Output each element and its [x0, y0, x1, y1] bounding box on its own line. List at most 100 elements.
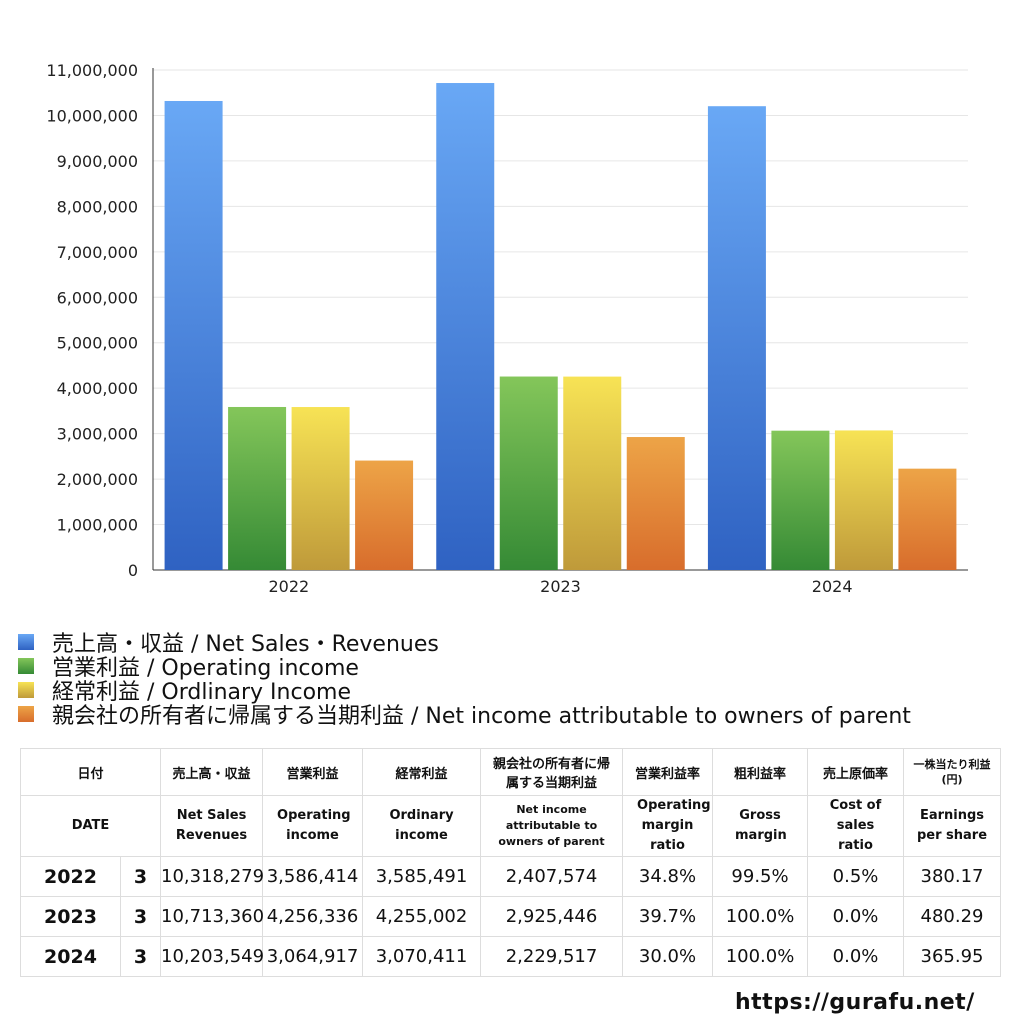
header-eps-en: Earnings per share	[903, 795, 1002, 857]
y-tick-label: 3,000,000	[57, 425, 138, 444]
legend: 売上高・収益 / Net Sales・Revenues 営業利益 / Opera…	[18, 630, 1018, 729]
cell-gross-margin: 99.5%	[712, 856, 809, 897]
bar-2022-series-2	[291, 407, 350, 570]
header-eps-ja: 一株当たり利益(円)	[903, 748, 1002, 796]
x-axis: 2022 2023 2024	[268, 577, 852, 596]
bar-2024-series-1	[771, 430, 830, 570]
legend-label: 経常利益 / Ordlinary Income	[52, 680, 351, 705]
cell-ordinary-income: 3,585,491	[362, 856, 482, 897]
cell-cost-ratio: 0.5%	[807, 856, 905, 897]
cell-eps: 380.17	[903, 856, 1002, 897]
y-tick-label: 6,000,000	[57, 288, 138, 307]
cell-net-income: 2,925,446	[480, 896, 624, 937]
cell-month: 3	[119, 936, 162, 977]
x-tick-label: 2022	[268, 577, 309, 596]
bars	[164, 83, 957, 571]
cell-operating-margin: 39.7%	[622, 896, 714, 937]
legend-swatch-yellow	[18, 682, 34, 698]
cell-net-sales: 10,203,549	[160, 936, 264, 977]
header-net-income-ja: 親会社の所有者に帰属する当期利益	[480, 748, 624, 796]
legend-swatch-green	[18, 658, 34, 674]
financial-table: 日付 売上高・収益 営業利益 経常利益 親会社の所有者に帰属する当期利益 営業利…	[19, 748, 1002, 977]
x-tick-label: 2023	[540, 577, 581, 596]
cell-ordinary-income: 4,255,002	[362, 896, 482, 937]
header-ordinary-income-en: Ordinary income	[362, 795, 482, 857]
cell-cost-ratio: 0.0%	[807, 896, 905, 937]
legend-label: 営業利益 / Operating income	[52, 656, 359, 681]
header-net-sales-ja: 売上高・収益	[160, 748, 264, 796]
legend-item-ordinary-income: 経常利益 / Ordlinary Income	[18, 678, 1018, 705]
cell-year: 2022	[20, 856, 121, 897]
cell-operating-income: 3,586,414	[262, 856, 364, 897]
bar-2023-series-3	[626, 437, 685, 570]
header-operating-income-en: Operating income	[262, 795, 364, 857]
y-tick-label: 4,000,000	[57, 379, 138, 398]
y-tick-label: 10,000,000	[46, 106, 138, 125]
y-tick-label: 7,000,000	[57, 243, 138, 262]
cell-net-sales: 10,713,360	[160, 896, 264, 937]
cell-eps: 480.29	[903, 896, 1002, 937]
cell-month: 3	[119, 896, 162, 937]
table-header-ja: 日付 売上高・収益 営業利益 経常利益 親会社の所有者に帰属する当期利益 営業利…	[19, 748, 1002, 796]
cell-operating-income: 4,256,336	[262, 896, 364, 937]
y-tick-label: 9,000,000	[57, 152, 138, 171]
header-date-ja: 日付	[19, 748, 162, 796]
table-row-2024: 2024 3 10,203,549 3,064,917 3,070,411 2,…	[20, 936, 1002, 977]
y-tick-label: 8,000,000	[57, 197, 138, 216]
legend-label: 売上高・収益 / Net Sales・Revenues	[52, 632, 439, 657]
cell-operating-margin: 30.0%	[622, 936, 714, 977]
table-row-2022: 2022 3 10,318,279 3,586,414 3,585,491 2,…	[20, 856, 1002, 897]
y-tick-label: 0	[128, 561, 138, 580]
cell-operating-margin: 34.8%	[622, 856, 714, 897]
bar-2024-series-2	[834, 430, 893, 570]
y-axis: 0 1,000,000 2,000,000 3,000,000 4,000,000 5,0…	[46, 61, 968, 580]
table-row-2023: 2023 3 10,713,360 4,256,336 4,255,002 2,…	[20, 896, 1002, 937]
cell-net-income: 2,229,517	[480, 936, 624, 977]
legend-item-operating-income: 営業利益 / Operating income	[18, 654, 1018, 681]
bar-2022-series-1	[228, 406, 287, 570]
y-tick-label: 1,000,000	[57, 516, 138, 535]
cell-net-sales: 10,318,279	[160, 856, 264, 897]
cell-net-income: 2,407,574	[480, 856, 624, 897]
header-operating-income-ja: 営業利益	[262, 748, 364, 796]
header-cost-ratio-ja: 売上原価率	[807, 748, 905, 796]
y-tick-label: 11,000,000	[46, 61, 138, 80]
bar-2023-series-2	[563, 376, 622, 570]
y-tick-label: 5,000,000	[57, 334, 138, 353]
bar-2024-series-0	[707, 106, 766, 570]
header-gross-margin-en: Gross margin	[712, 795, 809, 857]
cell-eps: 365.95	[903, 936, 1002, 977]
cell-month: 3	[119, 856, 162, 897]
bar-2023-series-0	[436, 83, 495, 571]
header-operating-margin-ja: 営業利益率	[622, 748, 714, 796]
source-url: https://gurafu.net/	[735, 990, 975, 1015]
header-gross-margin-ja: 粗利益率	[712, 748, 809, 796]
header-ordinary-income-ja: 経常利益	[362, 748, 482, 796]
header-net-income-en: Net income attributable to owners of par…	[480, 795, 624, 857]
legend-label: 親会社の所有者に帰属する当期利益 / Net income attributab…	[52, 704, 911, 729]
table-header-en: DATE Net Sales Revenues Operating income…	[19, 795, 1002, 857]
bar-2024-series-3	[898, 468, 957, 570]
legend-swatch-blue	[18, 634, 34, 650]
cell-year: 2024	[20, 936, 121, 977]
bar-chart: 0 1,000,000 2,000,000 3,000,000 4,000,000 5,0…	[46, 61, 968, 596]
header-cost-ratio-en: Cost of sales ratio	[807, 795, 905, 857]
cell-operating-income: 3,064,917	[262, 936, 364, 977]
bar-2022-series-0	[164, 100, 223, 571]
cell-cost-ratio: 0.0%	[807, 936, 905, 977]
cell-ordinary-income: 3,070,411	[362, 936, 482, 977]
cell-gross-margin: 100.0%	[712, 896, 809, 937]
header-operating-margin-en: Operating margin ratio	[622, 795, 714, 857]
y-tick-label: 2,000,000	[57, 470, 138, 489]
cell-gross-margin: 100.0%	[712, 936, 809, 977]
header-date-en: DATE	[19, 795, 162, 857]
x-tick-label: 2024	[812, 577, 853, 596]
bar-2023-series-1	[499, 376, 558, 570]
legend-item-net-sales: 売上高・収益 / Net Sales・Revenues	[18, 630, 1018, 657]
legend-swatch-orange	[18, 706, 34, 722]
bar-2022-series-3	[355, 460, 414, 570]
grid-lines	[153, 69, 968, 526]
cell-year: 2023	[20, 896, 121, 937]
header-net-sales-en: Net Sales Revenues	[160, 795, 264, 857]
legend-item-net-income: 親会社の所有者に帰属する当期利益 / Net income attributab…	[18, 702, 1018, 729]
